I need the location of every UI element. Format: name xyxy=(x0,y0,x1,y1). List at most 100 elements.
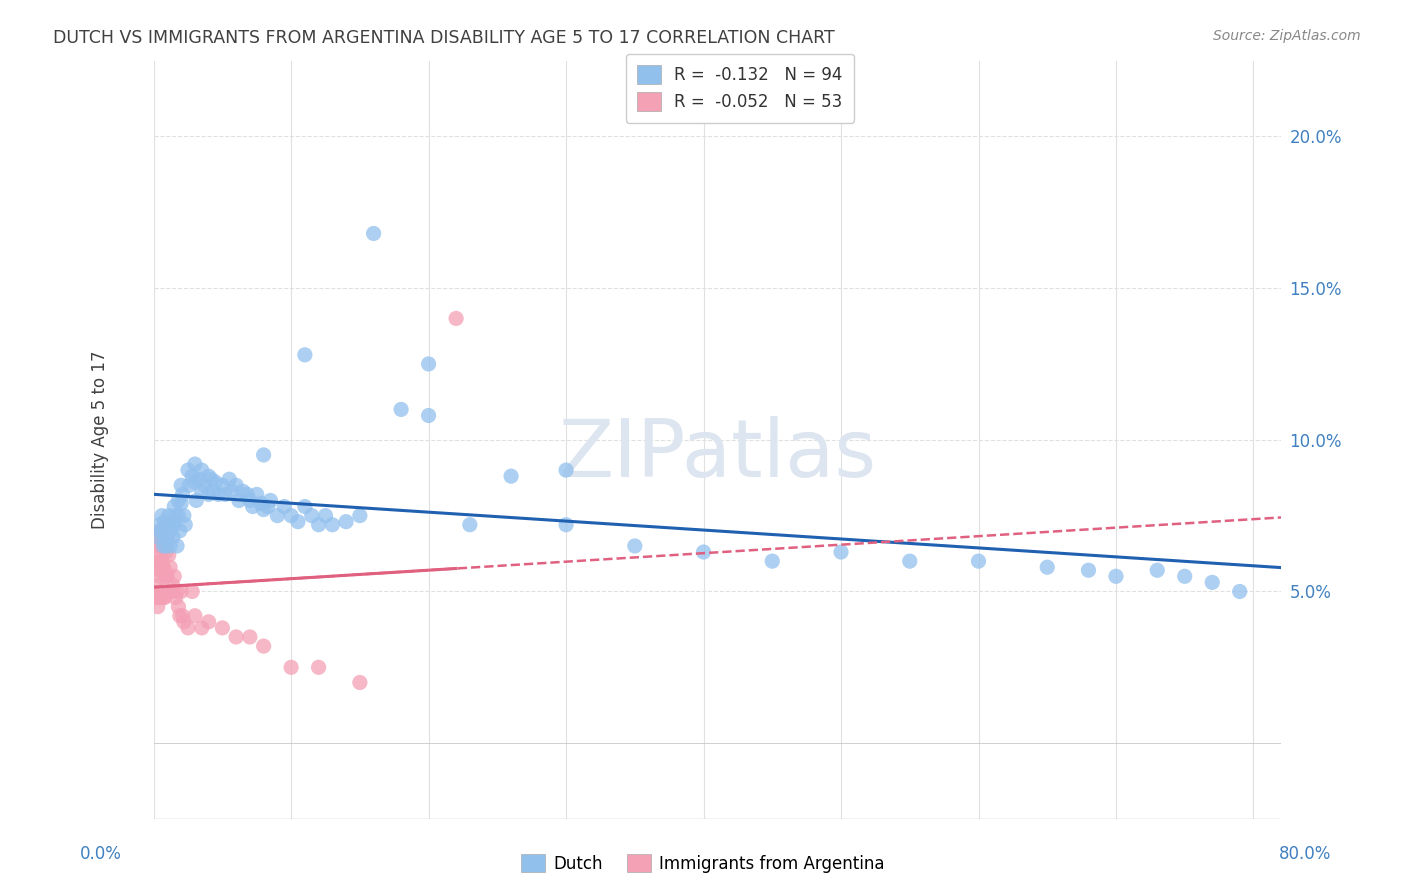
Point xyxy=(225,630,247,644)
Point xyxy=(167,493,190,508)
Point xyxy=(152,539,174,553)
Point xyxy=(153,591,176,605)
Point xyxy=(165,508,187,523)
Point xyxy=(239,493,262,508)
Point xyxy=(152,560,174,574)
Point xyxy=(314,508,336,523)
Point xyxy=(188,472,211,486)
Point xyxy=(555,463,578,477)
Text: 0.0%: 0.0% xyxy=(80,845,122,863)
Point xyxy=(294,348,316,362)
Point xyxy=(280,660,302,674)
Point xyxy=(830,545,852,559)
Point xyxy=(1077,563,1099,577)
Point xyxy=(174,517,197,532)
Legend: R =  -0.132   N = 94, R =  -0.052   N = 53: R = -0.132 N = 94, R = -0.052 N = 53 xyxy=(626,54,853,123)
Point xyxy=(146,599,169,614)
Point xyxy=(146,530,169,544)
Point xyxy=(148,563,170,577)
Point xyxy=(1146,563,1168,577)
Point xyxy=(153,539,176,553)
Point xyxy=(156,569,179,583)
Point xyxy=(555,517,578,532)
Point xyxy=(149,591,172,605)
Point xyxy=(146,578,169,592)
Point xyxy=(1036,560,1059,574)
Point xyxy=(273,500,295,514)
Point xyxy=(201,484,224,499)
Point xyxy=(211,621,233,635)
Point xyxy=(169,608,191,623)
Point xyxy=(252,639,274,653)
Point xyxy=(294,500,316,514)
Point xyxy=(150,554,173,568)
Point xyxy=(162,530,184,544)
Point xyxy=(148,539,170,553)
Point xyxy=(252,502,274,516)
Point xyxy=(1174,569,1197,583)
Point xyxy=(153,563,176,577)
Point xyxy=(197,615,219,629)
Point xyxy=(349,508,371,523)
Point xyxy=(166,539,188,553)
Point xyxy=(146,554,169,568)
Point xyxy=(256,500,278,514)
Point xyxy=(167,508,190,523)
Point xyxy=(761,554,783,568)
Point xyxy=(150,584,173,599)
Point xyxy=(184,457,207,471)
Point xyxy=(155,569,177,583)
Text: Source: ZipAtlas.com: Source: ZipAtlas.com xyxy=(1213,29,1361,43)
Point xyxy=(418,409,440,423)
Point xyxy=(236,487,259,501)
Point xyxy=(967,554,990,568)
Point xyxy=(499,469,522,483)
Point xyxy=(228,493,250,508)
Point xyxy=(146,530,169,544)
Point xyxy=(898,554,921,568)
Point xyxy=(152,591,174,605)
Point xyxy=(1201,575,1223,590)
Point xyxy=(177,463,200,477)
Point xyxy=(152,539,174,553)
Point xyxy=(156,530,179,544)
Point xyxy=(170,478,193,492)
Point xyxy=(193,478,215,492)
Point xyxy=(157,548,180,562)
Point xyxy=(172,608,194,623)
Point xyxy=(444,311,467,326)
Point xyxy=(155,545,177,559)
Point xyxy=(156,517,179,532)
Point xyxy=(214,487,236,501)
Point xyxy=(458,517,481,532)
Point xyxy=(211,478,233,492)
Point xyxy=(160,517,183,532)
Point xyxy=(225,478,247,492)
Point xyxy=(148,591,170,605)
Point xyxy=(153,530,176,544)
Point xyxy=(335,515,357,529)
Point xyxy=(692,545,714,559)
Point xyxy=(149,524,172,538)
Point xyxy=(177,621,200,635)
Point xyxy=(190,463,212,477)
Point xyxy=(186,493,208,508)
Point xyxy=(155,539,177,553)
Point xyxy=(207,487,229,501)
Point xyxy=(166,584,188,599)
Legend: Dutch, Immigrants from Argentina: Dutch, Immigrants from Argentina xyxy=(515,847,891,880)
Point xyxy=(163,569,186,583)
Point xyxy=(363,227,385,241)
Point xyxy=(308,517,330,532)
Point xyxy=(145,560,167,574)
Point xyxy=(246,487,269,501)
Point xyxy=(165,591,187,605)
Point xyxy=(418,357,440,371)
Point xyxy=(190,621,212,635)
Point xyxy=(170,496,193,510)
Point xyxy=(301,508,323,523)
Point xyxy=(173,508,195,523)
Point xyxy=(173,615,195,629)
Point xyxy=(156,530,179,544)
Text: Disability Age 5 to 17: Disability Age 5 to 17 xyxy=(90,351,108,529)
